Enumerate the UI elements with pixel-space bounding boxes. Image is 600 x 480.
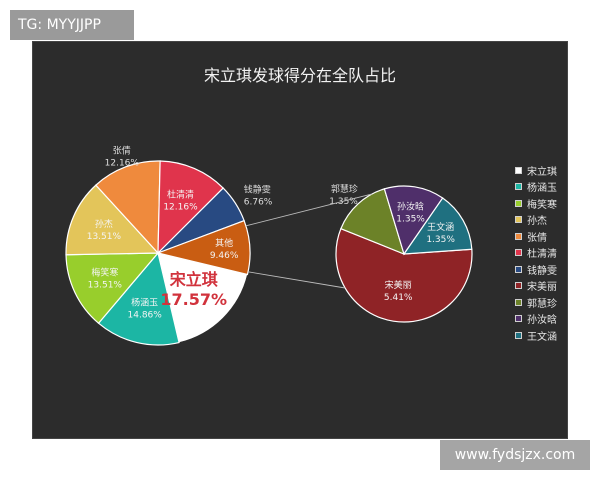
legend-label: 王文涵 (527, 331, 557, 343)
main-label-5-name: 张倩 (113, 145, 131, 157)
legend-swatch (515, 216, 522, 224)
main-label-7-name: 钱静雯 (244, 183, 271, 195)
main-pie-slice-6 (157, 160, 225, 255)
sub-label-3-value: 1.35% (396, 214, 425, 224)
legend-item: 郭慧珍 (515, 294, 595, 311)
sub-label-4-name: 王文涵 (427, 221, 454, 233)
main-label-8-name: 其他 (215, 237, 233, 249)
main-pie-slice-1 (157, 252, 248, 343)
watermark-top: TG: MYYJJPP (10, 10, 134, 40)
legend-item: 孙杰 (515, 212, 595, 229)
sub-pie-slice-2 (340, 188, 405, 256)
legend-item: 钱静雯 (515, 261, 595, 278)
legend-item: 宋立琪 (515, 162, 595, 179)
legend-label: 杜清清 (527, 249, 557, 261)
legend-label: 宋立琪 (527, 166, 557, 178)
legend-item: 梅笑寒 (515, 195, 595, 212)
legend-item: 杜清清 (515, 245, 595, 262)
legend-item: 张倩 (515, 228, 595, 245)
main-label-2-name: 杨涵玉 (131, 296, 158, 308)
main-label-2-value: 14.86% (128, 310, 163, 320)
main-pie-slice-5 (95, 160, 161, 255)
chart-legend: 宋立琪杨涵玉梅笑寒孙杰张倩杜清清钱静雯宋美丽郭慧珍孙汝晗王文涵 (515, 162, 595, 344)
legend-swatch (515, 315, 522, 323)
legend-label: 钱静雯 (527, 265, 557, 277)
main-label-6-value: 12.16% (163, 203, 198, 213)
main-label-7-value: 6.76% (244, 197, 273, 207)
legend-label: 宋美丽 (527, 282, 557, 294)
connector-line-bottom (247, 271, 346, 289)
legend-item: 宋美丽 (515, 278, 595, 295)
legend-swatch (515, 331, 522, 339)
chart-title: 宋立琪发球得分在全队占比 (204, 66, 396, 85)
sub-pie-slice-3 (383, 185, 444, 256)
watermark-bottom: www.fydsjzx.com (440, 440, 590, 470)
main-label-3-value: 13.51% (88, 280, 123, 290)
main-label-5-value: 12.16% (105, 159, 140, 169)
legend-swatch (515, 265, 522, 273)
legend-item: 杨涵玉 (515, 179, 595, 196)
sub-label-1-name: 宋美丽 (385, 279, 412, 291)
legend-label: 孙杰 (527, 216, 547, 228)
legend-swatch (515, 249, 522, 257)
main-pie-slice-8 (155, 219, 251, 276)
legend-swatch (515, 232, 522, 240)
legend-swatch (515, 298, 522, 306)
legend-swatch (515, 183, 522, 191)
main-label-8-value: 9.46% (210, 251, 239, 261)
sub-pie-slice-4 (402, 197, 473, 255)
legend-swatch (515, 282, 522, 290)
legend-label: 郭慧珍 (527, 298, 557, 310)
legend-label: 梅笑寒 (527, 199, 557, 211)
legend-item: 孙汝晗 (515, 311, 595, 328)
main-label-4-value: 13.51% (87, 232, 122, 242)
main-label-4-name: 孙杰 (95, 218, 113, 230)
legend-swatch (515, 166, 522, 174)
legend-item: 王文涵 (515, 327, 595, 344)
main-pie-slice-4 (65, 184, 160, 256)
legend-label: 张倩 (527, 232, 547, 244)
main-pie-slice-3 (65, 252, 160, 325)
sub-label-2-value: 1.35% (329, 197, 358, 207)
connector-line-top (245, 193, 373, 227)
main-label-3-name: 梅笑寒 (91, 266, 118, 278)
sub-label-4-value: 1.35% (426, 235, 455, 245)
sub-label-2-name: 郭慧珍 (331, 183, 358, 195)
main-label-1-name: 宋立琪 (169, 270, 218, 289)
main-label-6-name: 杜清清 (167, 189, 194, 201)
legend-label: 孙汝晗 (527, 315, 557, 327)
main-label-1-value: 17.57% (160, 290, 227, 309)
main-pie-slice-2 (97, 251, 180, 346)
sub-label-1-value: 5.41% (384, 293, 413, 303)
legend-label: 杨涵玉 (527, 183, 557, 195)
sub-label-3-name: 孙汝晗 (397, 200, 424, 212)
legend-swatch (515, 199, 522, 207)
